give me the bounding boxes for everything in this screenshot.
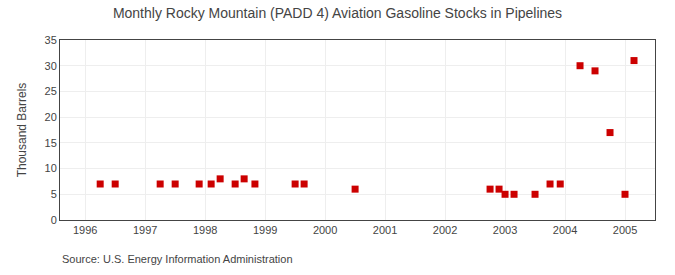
svg-text:35: 35 (45, 34, 57, 46)
svg-text:2003: 2003 (493, 224, 517, 236)
svg-text:2001: 2001 (373, 224, 397, 236)
svg-text:Source: U.S. Energy Informatio: Source: U.S. Energy Information Administ… (62, 253, 293, 265)
svg-text:1998: 1998 (193, 224, 217, 236)
svg-text:10: 10 (45, 162, 57, 174)
svg-text:Monthly Rocky Mountain (PADD 4: Monthly Rocky Mountain (PADD 4) Aviation… (113, 5, 562, 21)
svg-text:15: 15 (45, 137, 57, 149)
svg-text:2004: 2004 (553, 224, 577, 236)
svg-text:2005: 2005 (613, 224, 637, 236)
svg-text:0: 0 (51, 214, 57, 226)
svg-text:1996: 1996 (73, 224, 97, 236)
svg-text:1999: 1999 (253, 224, 277, 236)
svg-text:25: 25 (45, 85, 57, 97)
svg-text:2002: 2002 (433, 224, 457, 236)
svg-text:30: 30 (45, 60, 57, 72)
svg-text:Thousand Barrels: Thousand Barrels (15, 83, 29, 178)
svg-text:20: 20 (45, 111, 57, 123)
svg-text:1997: 1997 (133, 224, 157, 236)
svg-text:5: 5 (51, 188, 57, 200)
svg-text:2000: 2000 (313, 224, 337, 236)
